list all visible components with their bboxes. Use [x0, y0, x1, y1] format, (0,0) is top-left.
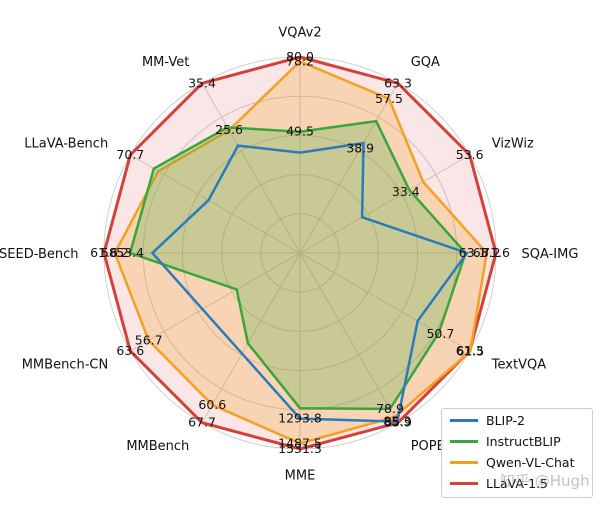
legend-label: Qwen-VL-Chat: [486, 454, 575, 470]
value-label: 56.7: [135, 332, 163, 347]
value-label: 61.6: [90, 245, 118, 260]
value-label: 53.4: [116, 245, 144, 260]
legend-item: InstructBLIP: [442, 431, 592, 451]
value-label: 58.2: [101, 245, 129, 260]
legend-item: BLIP-2: [442, 410, 592, 430]
value-label: 68.2: [473, 245, 501, 260]
series-blip-2: [150, 141, 470, 423]
axis-label: VQAv2: [278, 26, 321, 41]
axis-label: MMBench: [126, 439, 189, 454]
value-label: 38.9: [346, 141, 374, 156]
grid-spoke: [299, 252, 399, 423]
value-label: 53.6: [456, 147, 484, 162]
axis-label: TextVQA: [491, 358, 546, 373]
axis-label: SQA-IMG: [522, 247, 579, 262]
legend-label: LLaVA-1.5: [486, 475, 549, 491]
axis-label: LLaVA-Bench: [24, 136, 108, 151]
legend-label: InstructBLIP: [486, 433, 561, 449]
legend-swatch: [450, 460, 478, 464]
watermark-text: 知乎 @Hugh: [500, 472, 590, 490]
axis-label: GQA: [411, 55, 440, 70]
legend-swatch: [450, 418, 478, 422]
value-label: 1531.3: [278, 441, 322, 456]
value-label: 85.3: [383, 414, 411, 429]
value-label: 60.6: [198, 397, 226, 412]
grid-spoke: [201, 83, 301, 254]
axis-label: MMBench-CN: [22, 358, 108, 373]
legend-item: Qwen-VL-Chat: [442, 452, 592, 472]
value-label: 57.5: [375, 91, 403, 106]
axis-label: POPE: [411, 439, 445, 454]
series-instructblip: [128, 119, 468, 411]
value-label: 1487.5: [278, 435, 322, 450]
axis-label: MME: [285, 469, 316, 484]
axis-label: MM-Vet: [142, 55, 189, 70]
value-label: 61.5: [456, 343, 484, 358]
value-label: 63.3: [384, 75, 412, 90]
legend: BLIP-2 InstructBLIP Qwen-VL-Chat LLaVA-1.5: [441, 408, 593, 498]
series-llava-1-5: [102, 55, 498, 451]
grid-spoke: [130, 252, 301, 352]
value-label: 78.2: [286, 53, 314, 68]
value-label: 50.7: [426, 326, 454, 341]
value-label: 49.5: [286, 124, 314, 139]
axis-label: SEED-Bench: [0, 247, 79, 262]
value-label: 35.4: [188, 75, 216, 90]
grid-spoke: [299, 154, 470, 254]
value-label: 70.7: [116, 147, 144, 162]
value-label: 85.9: [384, 415, 412, 430]
value-label: 71.6: [482, 245, 510, 260]
value-label: 63.6: [116, 343, 144, 358]
value-label: 67.7: [188, 415, 216, 430]
value-label: 61.3: [456, 343, 484, 358]
value-label: 1293.8: [278, 411, 322, 426]
legend-swatch: [450, 481, 478, 485]
value-label: 80.0: [286, 49, 314, 64]
axis-label: VizWiz: [492, 136, 534, 151]
legend-label: BLIP-2: [486, 412, 525, 428]
legend-item: LLaVA-1.5: [442, 473, 592, 493]
legend-swatch: [450, 439, 478, 443]
value-label: 33.4: [392, 184, 420, 199]
grid-spoke: [299, 83, 399, 254]
value-label: 78.9: [376, 401, 404, 416]
value-label: 63.1: [459, 245, 487, 260]
grid-spoke: [299, 252, 470, 352]
value-label: 25.6: [215, 122, 243, 137]
grid-spoke: [201, 252, 301, 423]
